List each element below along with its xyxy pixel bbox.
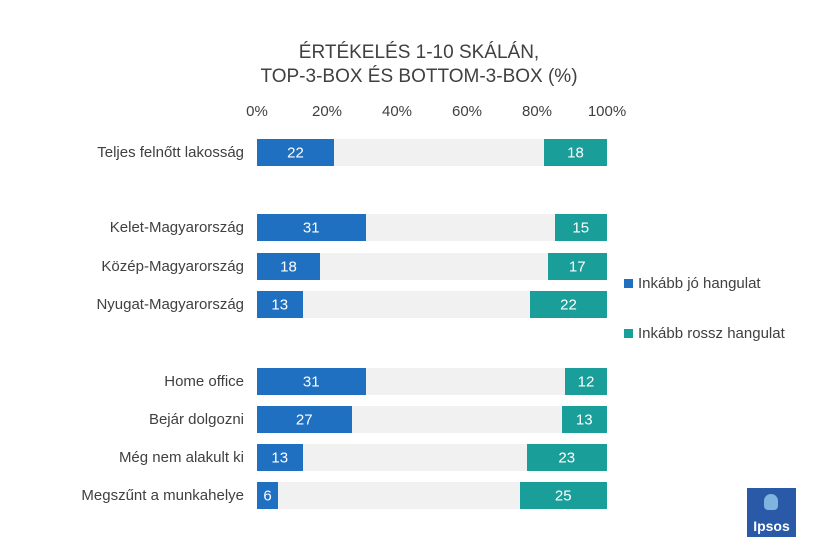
bar-good: 13 [257,444,303,471]
bar-track: 22 18 [257,139,607,166]
bar-bad: 15 [554,214,607,241]
x-tick-label: 80% [521,103,553,120]
ipsos-logo: Ipsos [747,488,796,537]
data-label-bad: 13 [575,411,593,428]
category-label: Home office [164,373,244,390]
data-label-good: 6 [263,487,272,504]
legend-swatch-bad [624,329,633,338]
data-label-bad: 22 [560,296,577,313]
bar-bad: 18 [544,139,607,166]
bar-bad: 23 [526,444,607,471]
bar-bad: 12 [565,368,607,395]
category-label: Közép-Magyarország [101,258,244,275]
bar-bad: 17 [547,253,607,280]
data-label-good: 13 [271,449,289,466]
bar-track: 27 13 [257,406,607,433]
bar-track: 13 22 [257,291,607,318]
data-label-good: 31 [302,373,320,390]
data-label-good: 22 [287,144,304,161]
bar-track: 31 15 [257,214,607,241]
bar-good: 18 [257,253,320,280]
x-tick-label: 60% [451,103,483,120]
category-label: Kelet-Magyarország [109,219,244,236]
bar-bad: 13 [561,406,607,433]
chart-title-line-1: ÉRTÉKELÉS 1-10 SKÁLÁN, [298,42,540,63]
data-label-bad: 17 [568,258,586,275]
data-label-bad: 23 [558,449,576,466]
x-tick-label: 20% [311,103,343,120]
x-tick-label: 40% [381,103,413,120]
category-label: Még nem alakult ki [118,449,244,466]
legend-swatch-good [624,279,633,288]
x-tick-label: 100% [587,103,627,120]
bar-bad: 22 [530,291,607,318]
legend-item-good: Inkább jó hangulat [624,275,761,292]
bar-good: 31 [257,368,366,395]
legend-label-bad: Inkább rossz hangulat [638,325,785,342]
legend-label-good: Inkább jó hangulat [638,275,761,292]
bar-good: 31 [257,214,366,241]
category-label: Megszűnt a munkahelye [81,487,244,504]
x-tick-label: 0% [246,103,268,120]
bar-track: 13 23 [257,444,607,471]
bar-good: 6 [257,482,278,509]
bar-bad: 25 [519,482,607,509]
bar-good: 27 [257,406,352,433]
data-label-bad: 12 [577,373,595,390]
bar-good: 22 [257,139,334,166]
bar-track: 18 17 [257,253,607,280]
logo-text: Ipsos [753,518,790,534]
data-label-good: 13 [271,296,289,313]
data-label-good: 18 [280,258,297,275]
bar-good: 13 [257,291,303,318]
data-label-good: 27 [295,411,313,428]
logo-head-icon [764,494,778,510]
category-label: Nyugat-Magyarország [96,296,244,313]
category-label: Bejár dolgozni [148,411,244,428]
category-label: Teljes felnőtt lakosság [97,144,244,161]
data-label-good: 31 [302,219,320,236]
bar-track: 6 25 [257,482,607,509]
bar-track: 31 12 [257,368,607,395]
data-label-bad: 25 [554,487,572,504]
data-label-bad: 15 [572,219,590,236]
chart-title-line-2: TOP-3-BOX ÉS BOTTOM-3-BOX (%) [260,66,578,87]
legend-item-bad: Inkább rossz hangulat [624,325,785,342]
data-label-bad: 18 [567,144,584,161]
